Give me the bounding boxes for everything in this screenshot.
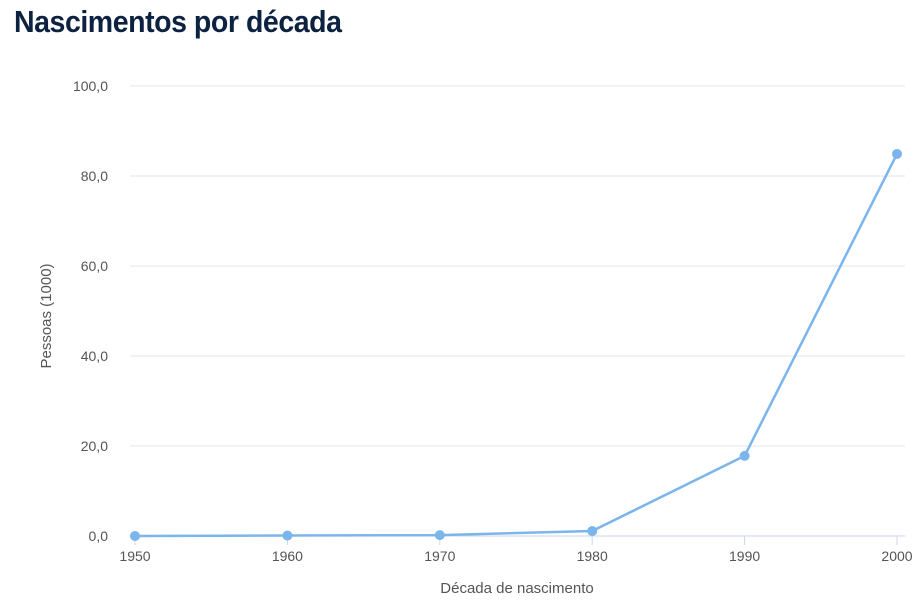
- x-tick-label: 1950: [119, 548, 150, 564]
- x-axis-label: Década de nascimento: [440, 580, 593, 597]
- series-line: [134, 153, 899, 538]
- x-tick-label: 2000: [881, 548, 912, 564]
- y-tick-label: 40,0: [81, 348, 108, 364]
- chart-title: Nascimentos por década: [14, 4, 342, 39]
- data-point[interactable]: [739, 450, 750, 461]
- x-tick-label: 1970: [424, 548, 455, 564]
- data-point[interactable]: [130, 531, 140, 541]
- y-tick-label: 20,0: [81, 438, 108, 454]
- data-point[interactable]: [434, 530, 445, 541]
- y-tick-label: 100,0: [73, 78, 108, 94]
- y-tick-label: 0,0: [89, 528, 109, 544]
- x-tick-label: 1960: [272, 548, 303, 564]
- y-tick-label: 60,0: [81, 258, 108, 274]
- data-point[interactable]: [587, 526, 598, 537]
- data-point[interactable]: [892, 148, 902, 159]
- x-tick-label: 1990: [729, 548, 760, 564]
- y-axis-label: Pessoas (1000): [38, 263, 55, 368]
- data-point[interactable]: [282, 530, 293, 541]
- x-tick-label: 1980: [577, 548, 608, 564]
- y-tick-label: 80,0: [81, 168, 108, 184]
